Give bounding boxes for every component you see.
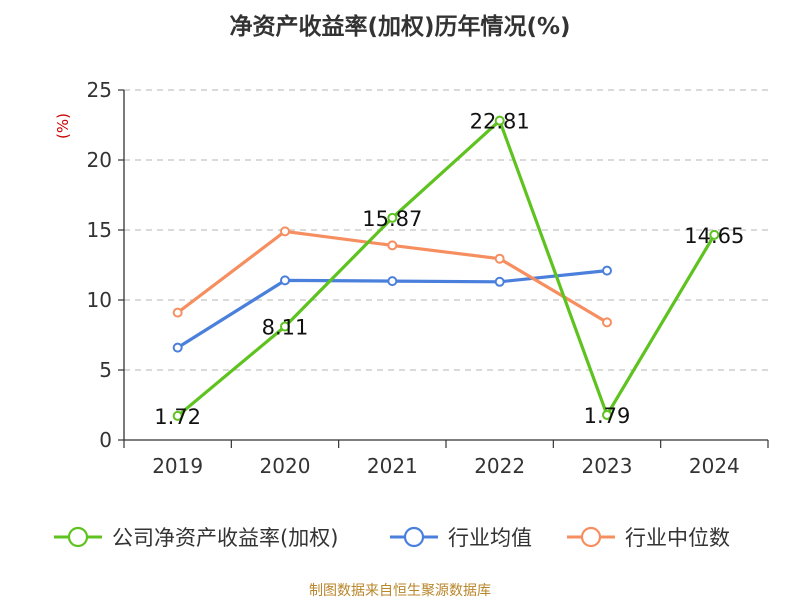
data-label: 14.65 xyxy=(684,224,744,248)
y-tick-label: 20 xyxy=(87,148,112,172)
data-label: 15.87 xyxy=(362,207,422,231)
data-label: 8.11 xyxy=(262,315,309,339)
legend-label: 公司净资产收益率(加权) xyxy=(112,526,338,550)
data-point-series-0 xyxy=(280,321,290,332)
data-point-series-0 xyxy=(494,115,505,126)
grid-lines xyxy=(124,89,768,371)
x-tick-label: 2019 xyxy=(152,454,203,478)
legend-swatch-marker xyxy=(67,526,89,548)
data-point-series-2 xyxy=(387,240,398,251)
data-label: 1.79 xyxy=(584,404,631,428)
axes: 0 5 10 15 20 25 2019 2020 2021 2022 2023 2024 xyxy=(87,78,769,478)
legend-swatch-marker xyxy=(580,526,602,548)
data-point-series-0 xyxy=(172,410,183,421)
y-tick-label: 0 xyxy=(99,428,112,452)
y-tick-label: 5 xyxy=(99,358,112,382)
x-tick-label: 2024 xyxy=(689,454,740,478)
data-point-series-2 xyxy=(172,307,183,318)
data-point-series-2 xyxy=(494,253,505,264)
chart-title: 净资产收益率(加权)历年情况(%) xyxy=(229,13,570,40)
x-tick-label: 2023 xyxy=(582,454,633,478)
data-point-series-1 xyxy=(172,342,183,353)
x-tick-label: 2020 xyxy=(260,454,311,478)
series-lines xyxy=(172,115,720,421)
data-labels: 1.72 8.11 15.87 22.81 1.79 14.65 xyxy=(154,110,744,429)
legend: 公司净资产收益率(加权) 行业均值 行业中位数 xyxy=(54,526,730,550)
data-point-series-1 xyxy=(280,275,290,286)
x-tick-label: 2022 xyxy=(474,454,525,478)
y-tick-label: 10 xyxy=(87,288,112,312)
data-label: 1.72 xyxy=(154,405,201,429)
data-point-series-0 xyxy=(387,212,398,223)
series-line-0 xyxy=(176,119,716,418)
data-point-series-0 xyxy=(602,409,612,420)
data-point-series-1 xyxy=(602,265,612,276)
y-tick-label: 25 xyxy=(87,78,112,102)
data-point-series-0 xyxy=(709,229,720,240)
x-tick-label: 2021 xyxy=(367,454,418,478)
data-point-series-2 xyxy=(280,226,290,237)
legend-label: 行业均值 xyxy=(448,526,532,550)
data-point-series-2 xyxy=(602,317,612,328)
data-point-series-1 xyxy=(494,276,505,287)
y-tick-label: 15 xyxy=(87,218,112,242)
legend-label: 行业中位数 xyxy=(625,526,730,550)
y-axis-unit-label: (%) xyxy=(54,113,72,139)
data-label: 22.81 xyxy=(470,110,530,134)
data-point-series-1 xyxy=(387,276,398,287)
legend-swatch-marker xyxy=(403,526,425,548)
source-note: 制图数据来自恒生聚源数据库 xyxy=(309,583,491,599)
